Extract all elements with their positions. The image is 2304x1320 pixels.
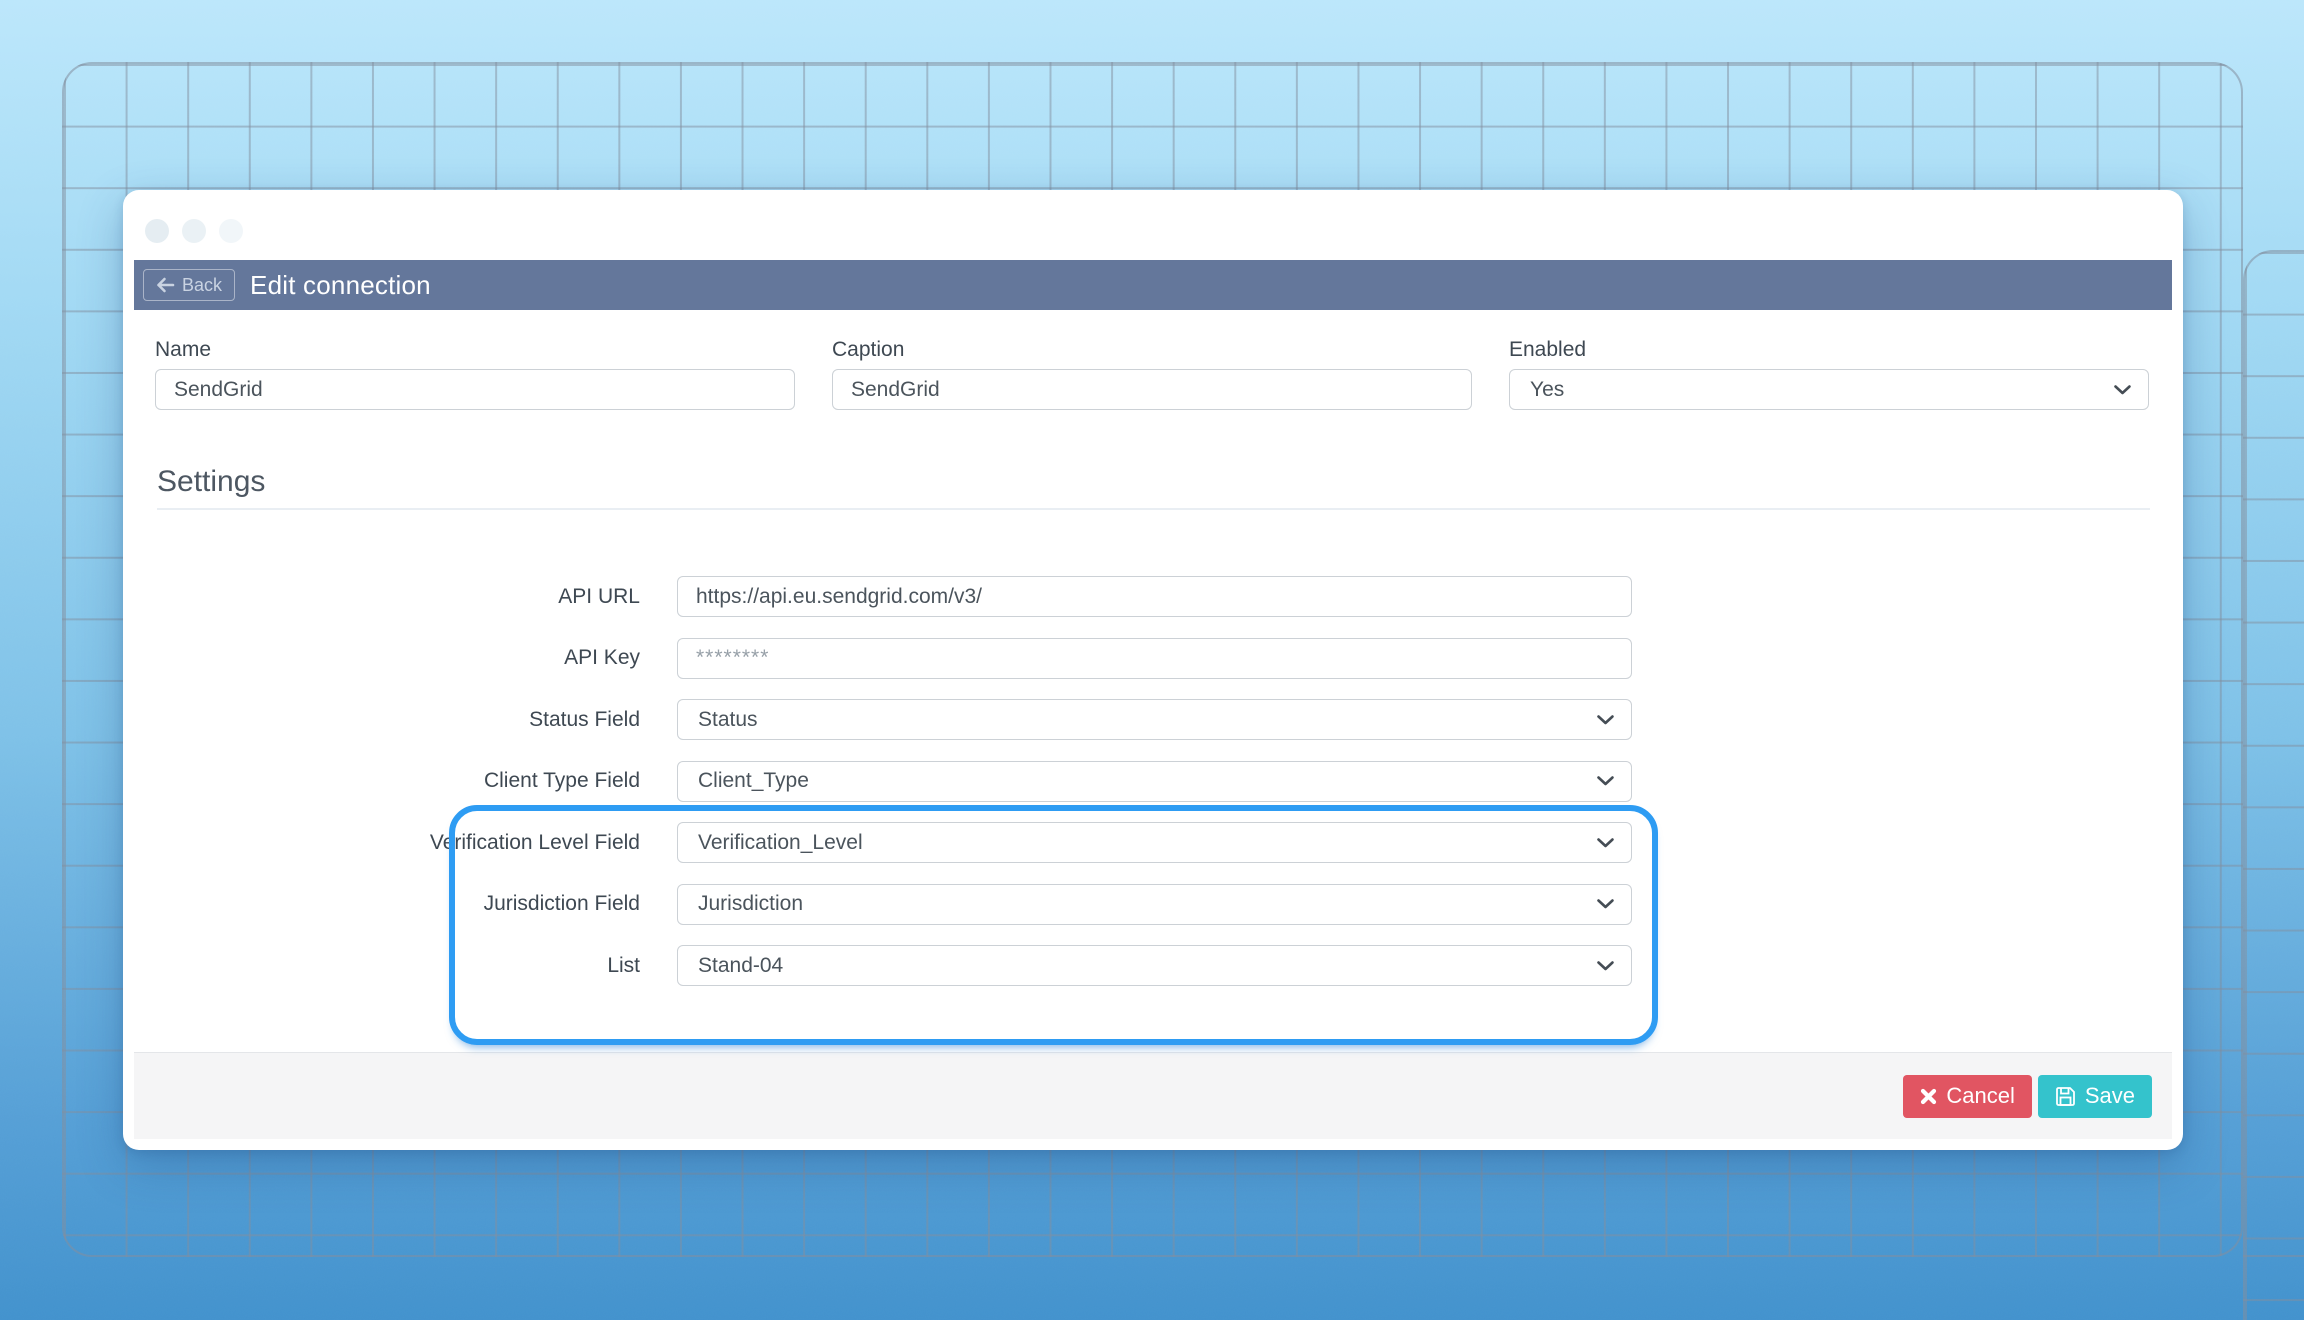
- edit-connection-window: Back Edit connection Name Caption Enabled Y…: [123, 190, 2183, 1150]
- field-group-enabled: Enabled Yes: [1509, 338, 2149, 410]
- save-button[interactable]: Save: [2037, 1074, 2152, 1118]
- save-button-label: Save: [2084, 1083, 2135, 1108]
- cancel-button-label: Cancel: [1946, 1083, 2015, 1108]
- field-label-api-url: API URL: [558, 584, 640, 608]
- settings-row-jurisdiction-field: Jurisdiction Field Jurisdiction: [134, 883, 2172, 925]
- background-grid-panel-right: [2243, 250, 2304, 1320]
- field-group-name: Name: [155, 338, 795, 410]
- field-label-enabled: Enabled: [1509, 338, 1587, 361]
- back-button-label: Back: [182, 274, 223, 295]
- verification-level-field-select-value: Verification_Level: [698, 830, 863, 854]
- field-label-list: List: [607, 953, 640, 977]
- field-control-status-field: Status: [677, 699, 1632, 740]
- chevron-down-icon: [1596, 837, 1615, 849]
- client-type-field-select[interactable]: Client_Type: [677, 760, 1632, 802]
- settings-row-verification-level-field: Verification Level Field Verification_Lev…: [134, 822, 2172, 863]
- footer-action-bar: Cancel Save: [134, 1052, 2172, 1139]
- name-input[interactable]: [155, 369, 795, 410]
- chevron-down-icon: [1596, 714, 1615, 726]
- enabled-select-value: Yes: [1530, 377, 1565, 401]
- field-label-api-key: API Key: [564, 646, 640, 669]
- cancel-x-icon: [1920, 1088, 1937, 1105]
- status-field-select-value: Status: [698, 707, 758, 731]
- caption-input[interactable]: [832, 369, 1472, 410]
- top-form: Name Caption Enabled Yes: [155, 338, 2172, 410]
- window-controls: [134, 201, 2172, 260]
- window-dot-icon: [145, 218, 169, 243]
- enabled-select[interactable]: Yes: [1509, 369, 2149, 410]
- api-key-input[interactable]: [677, 637, 1632, 679]
- chevron-down-icon: [1596, 775, 1615, 787]
- chevron-down-icon: [1596, 898, 1615, 910]
- settings-row-api-key: API Key: [134, 637, 2172, 679]
- settings-section-heading: Settings: [157, 465, 2150, 510]
- field-label-client-type-field: Client Type Field: [483, 769, 640, 792]
- client-type-field-select-value: Client_Type: [698, 769, 809, 792]
- settings-form: API URL API Key Status Field Status Client T…: [134, 576, 2172, 986]
- page-title: Edit connection: [250, 269, 431, 300]
- settings-row-list: List Stand-04: [134, 945, 2172, 986]
- list-select-value: Stand-04: [698, 953, 784, 977]
- status-field-select[interactable]: Status: [677, 699, 1632, 740]
- field-control-verification-level-field: Verification_Level: [677, 822, 1632, 863]
- field-label-verification-level-field: Verification Level Field: [429, 830, 640, 854]
- chevron-down-icon: [2113, 384, 2132, 396]
- field-group-caption: Caption: [832, 338, 1472, 410]
- jurisdiction-field-select-value: Jurisdiction: [698, 892, 804, 915]
- chevron-down-icon: [1596, 960, 1615, 972]
- field-control-list: Stand-04: [677, 945, 1632, 986]
- settings-row-status-field: Status Field Status: [134, 699, 2172, 740]
- field-control-client-type-field: Client_Type: [677, 760, 1632, 802]
- verification-level-field-select[interactable]: Verification_Level: [677, 822, 1632, 863]
- back-button[interactable]: Back: [143, 269, 236, 301]
- window-dot-icon: [219, 218, 243, 243]
- page-header-bar: Back Edit connection: [134, 260, 2172, 310]
- background-grid-line: [2243, 1255, 2304, 1257]
- list-select[interactable]: Stand-04: [677, 945, 1632, 986]
- field-label-name: Name: [155, 338, 212, 361]
- form-content: NameCaptionEnabledYes Settings API URLAP…: [134, 310, 2172, 1052]
- window-dot-icon: [182, 218, 206, 243]
- settings-row-client-type-field: Client Type Field Client_Type: [134, 760, 2172, 802]
- field-control-api-key: [677, 637, 1632, 679]
- settings-row-api-url: API URL: [134, 576, 2172, 617]
- field-label-jurisdiction-field: Jurisdiction Field: [483, 892, 640, 915]
- api-url-input[interactable]: [677, 576, 1632, 617]
- field-label-caption: Caption: [832, 338, 905, 361]
- field-control-api-url: [677, 576, 1632, 617]
- field-label-status-field: Status Field: [529, 707, 640, 731]
- cancel-button[interactable]: Cancel: [1903, 1074, 2032, 1118]
- save-floppy-icon: [2055, 1086, 2076, 1107]
- field-control-jurisdiction-field: Jurisdiction: [677, 883, 1632, 925]
- back-arrow-icon: [156, 277, 175, 293]
- jurisdiction-field-select[interactable]: Jurisdiction: [677, 883, 1632, 925]
